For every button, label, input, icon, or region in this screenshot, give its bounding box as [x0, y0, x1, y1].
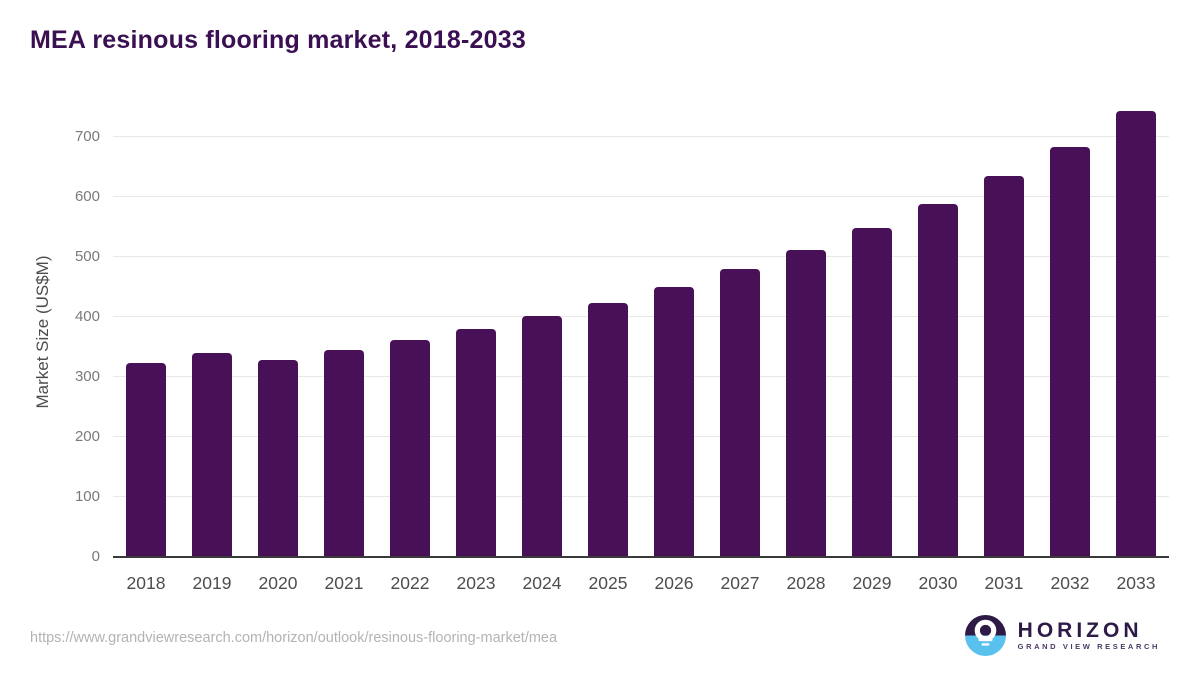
bar-slot-2031: 2031	[971, 100, 1037, 593]
bar-2030	[918, 204, 958, 557]
ytick-label-600: 600	[74, 188, 100, 205]
ytick-label-200: 200	[74, 428, 100, 445]
bar-slot-2030: 2030	[905, 100, 971, 593]
plot-area: 0 100 200 300 400 500 600 700 2018 2019 2020 2021 2…	[75, 100, 1169, 593]
xtick-label-2030: 2030	[918, 573, 958, 593]
gridline-300	[113, 376, 1169, 377]
horizon-logo: HORIZON GRAND VIEW RESEARCH	[964, 615, 1160, 656]
xtick-label-2026: 2026	[654, 573, 694, 593]
horizon-logo-icon	[964, 615, 1006, 656]
ytick-label-0: 0	[91, 548, 100, 565]
bars-row: 2018 2019 2020 2021 2022 2023 2024 2025 2026 2027…	[113, 100, 1169, 593]
bar-2023	[456, 329, 496, 557]
xtick-label-2023: 2023	[456, 573, 496, 593]
gridline-500	[113, 256, 1169, 257]
bar-slot-2032: 2032	[1037, 100, 1103, 593]
bar-2021	[324, 350, 364, 557]
bar-slot-2029: 2029	[839, 100, 905, 593]
ytick-label-300: 300	[74, 368, 100, 385]
xtick-label-2022: 2022	[390, 573, 430, 593]
bar-2032	[1050, 146, 1090, 557]
bar-slot-2021: 2021	[311, 100, 377, 593]
horizon-logo-name: HORIZON	[1017, 618, 1143, 642]
bar-slot-2024: 2024	[509, 100, 575, 593]
y-axis-title: Market Size (US$M)	[33, 255, 52, 409]
horizon-logo-text: HORIZON GRAND VIEW RESEARCH	[1017, 618, 1160, 652]
horizon-logo-subtitle: GRAND VIEW RESEARCH	[1017, 641, 1160, 651]
gridline-100	[113, 496, 1169, 497]
bar-slot-2023: 2023	[443, 100, 509, 593]
bar-2025	[588, 302, 628, 557]
bar-slot-2018: 2018	[113, 100, 179, 593]
gridline-700	[113, 136, 1169, 137]
xtick-label-2027: 2027	[720, 573, 760, 593]
xtick-label-2018: 2018	[126, 573, 166, 593]
bar-2029	[852, 228, 892, 557]
bar-2031	[984, 176, 1024, 557]
chart-title: MEA resinous flooring market, 2018-2033	[30, 26, 526, 54]
ytick-label-400: 400	[74, 308, 100, 325]
xtick-label-2029: 2029	[852, 573, 892, 593]
xtick-label-2032: 2032	[1050, 573, 1090, 593]
gridline-200	[113, 436, 1169, 437]
xtick-label-2021: 2021	[324, 573, 364, 593]
ytick-label-100: 100	[74, 488, 100, 505]
xtick-label-2019: 2019	[192, 573, 232, 593]
bar-2027	[720, 269, 760, 557]
bar-slot-2026: 2026	[641, 100, 707, 593]
bar-2024	[522, 315, 562, 557]
bar-2033	[1116, 110, 1156, 557]
bar-slot-2033: 2033	[1103, 100, 1169, 593]
bar-slot-2027: 2027	[707, 100, 773, 593]
gridline-600	[113, 196, 1169, 197]
bar-2020	[258, 360, 298, 557]
xtick-label-2020: 2020	[258, 573, 298, 593]
xtick-label-2033: 2033	[1116, 573, 1156, 593]
bar-2019	[192, 353, 232, 557]
source-url: https://www.grandviewresearch.com/horizo…	[30, 630, 558, 646]
xtick-label-2024: 2024	[522, 573, 562, 593]
bar-slot-2028: 2028	[773, 100, 839, 593]
x-axis-line	[113, 556, 1169, 558]
bar-2026	[654, 287, 694, 557]
bar-slot-2022: 2022	[377, 100, 443, 593]
xtick-label-2025: 2025	[588, 573, 628, 593]
bar-2022	[390, 339, 430, 557]
xtick-label-2031: 2031	[984, 573, 1024, 593]
xtick-label-2028: 2028	[786, 573, 826, 593]
ytick-label-700: 700	[74, 128, 100, 145]
bar-2018	[126, 363, 166, 557]
gridline-400	[113, 316, 1169, 317]
bar-slot-2025: 2025	[575, 100, 641, 593]
ytick-label-500: 500	[74, 248, 100, 265]
bar-slot-2019: 2019	[179, 100, 245, 593]
bar-slot-2020: 2020	[245, 100, 311, 593]
bar-2028	[786, 250, 826, 557]
